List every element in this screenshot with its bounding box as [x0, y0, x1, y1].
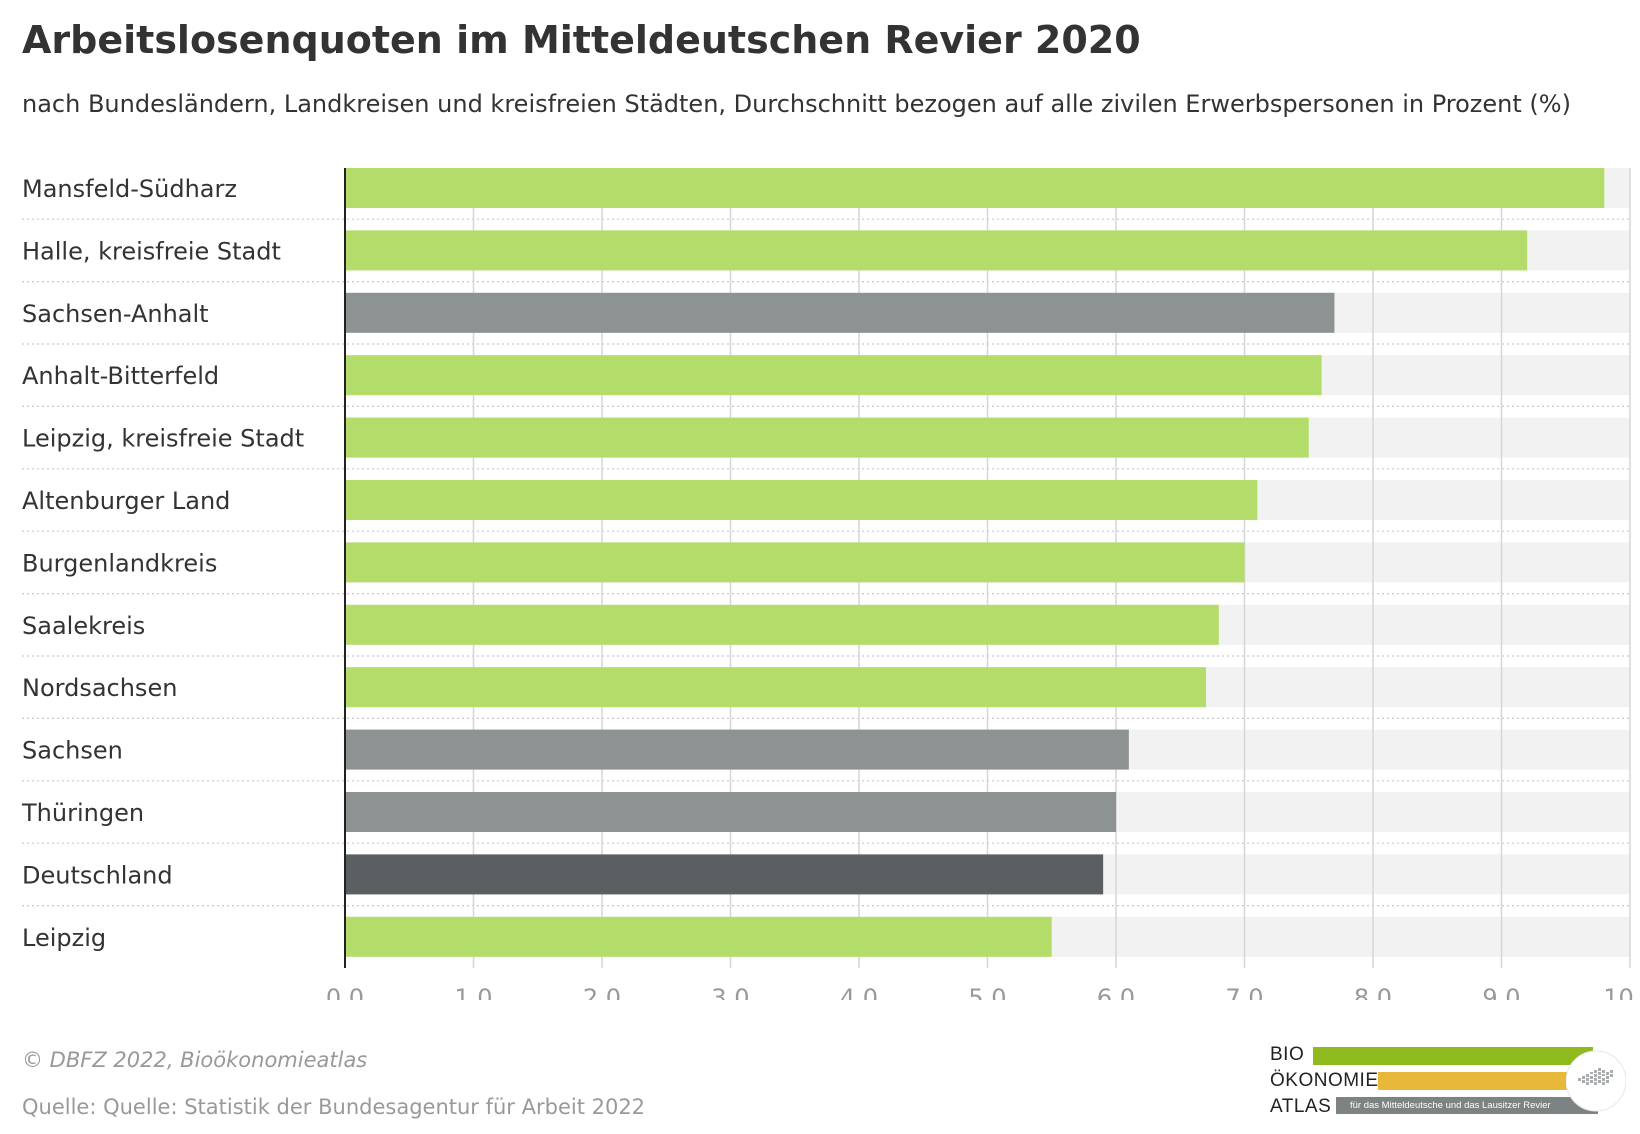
bar-5 — [345, 417, 1309, 458]
x-tick-label: 0,0 — [326, 984, 364, 1000]
bar-1 — [345, 168, 1605, 208]
category-label: Sachsen-Anhalt — [22, 300, 209, 328]
bar-6 — [345, 480, 1258, 520]
bar-10 — [345, 729, 1129, 770]
x-tick-label: 3,0 — [711, 984, 749, 1000]
chart-subtitle: nach Bundesländern, Landkreisen und krei… — [22, 90, 1571, 118]
category-label: Leipzig, kreisfreie Stadt — [22, 425, 304, 453]
category-label: Mansfeld-Südharz — [22, 175, 237, 203]
category-label: Anhalt-Bitterfeld — [22, 362, 219, 390]
bar-7 — [345, 542, 1245, 583]
bar-13 — [345, 916, 1052, 957]
copyright-credit: © DBFZ 2022, Bioökonomieatlas — [22, 1048, 368, 1072]
category-label: Burgenlandkreis — [22, 549, 217, 577]
bar-12 — [345, 854, 1104, 895]
category-label: Sachsen — [22, 737, 123, 765]
category-label: Altenburger Land — [22, 487, 230, 515]
bar-11 — [345, 792, 1116, 832]
logo-word-oekonomie: ÖKONOMIE — [1270, 1070, 1379, 1091]
logo-tagline: für das Mitteldeutsche und das Lausitzer… — [1336, 1097, 1598, 1114]
x-tick-label: 1,0 — [454, 984, 492, 1000]
bar-4 — [345, 355, 1322, 396]
category-label: Deutschland — [22, 861, 173, 889]
x-tick-label: 5,0 — [968, 984, 1006, 1000]
x-tick-label: 4,0 — [840, 984, 878, 1000]
category-label: Halle, kreisfreie Stadt — [22, 237, 281, 265]
bar-9 — [345, 667, 1206, 708]
region-map-icon — [1566, 1050, 1626, 1112]
x-tick-label: 6,0 — [1097, 984, 1135, 1000]
x-tick-label: 10,0 — [1603, 984, 1640, 1000]
category-label: Leipzig — [22, 924, 106, 952]
category-label: Thüringen — [21, 799, 144, 827]
logo-yellow-bar — [1378, 1072, 1593, 1090]
bar-chart: Mansfeld-Südharz Halle, kreisfreie Stadt S… — [21, 168, 1640, 1000]
biooekonomie-atlas-logo[interactable]: BIO ÖKONOMIE ATLAS für das Mitteldeutsch… — [1270, 1044, 1630, 1124]
x-tick-label: 8,0 — [1354, 984, 1392, 1000]
x-tick-label: 9,0 — [1482, 984, 1520, 1000]
category-label: Nordsachsen — [22, 674, 177, 702]
x-tick-label: 2,0 — [583, 984, 621, 1000]
chart-title: Arbeitslosenquoten im Mitteldeutschen Re… — [22, 18, 1141, 62]
x-tick-label: 7,0 — [1225, 984, 1263, 1000]
logo-word-bio: BIO — [1270, 1044, 1305, 1065]
data-source: Quelle: Quelle: Statistik der Bundesagen… — [22, 1095, 646, 1119]
bar-3 — [345, 292, 1335, 333]
bar-2 — [345, 230, 1528, 271]
bar-8 — [345, 604, 1219, 645]
category-label: Saalekreis — [22, 612, 145, 640]
logo-green-bar — [1313, 1047, 1593, 1065]
logo-word-atlas: ATLAS — [1270, 1096, 1332, 1117]
